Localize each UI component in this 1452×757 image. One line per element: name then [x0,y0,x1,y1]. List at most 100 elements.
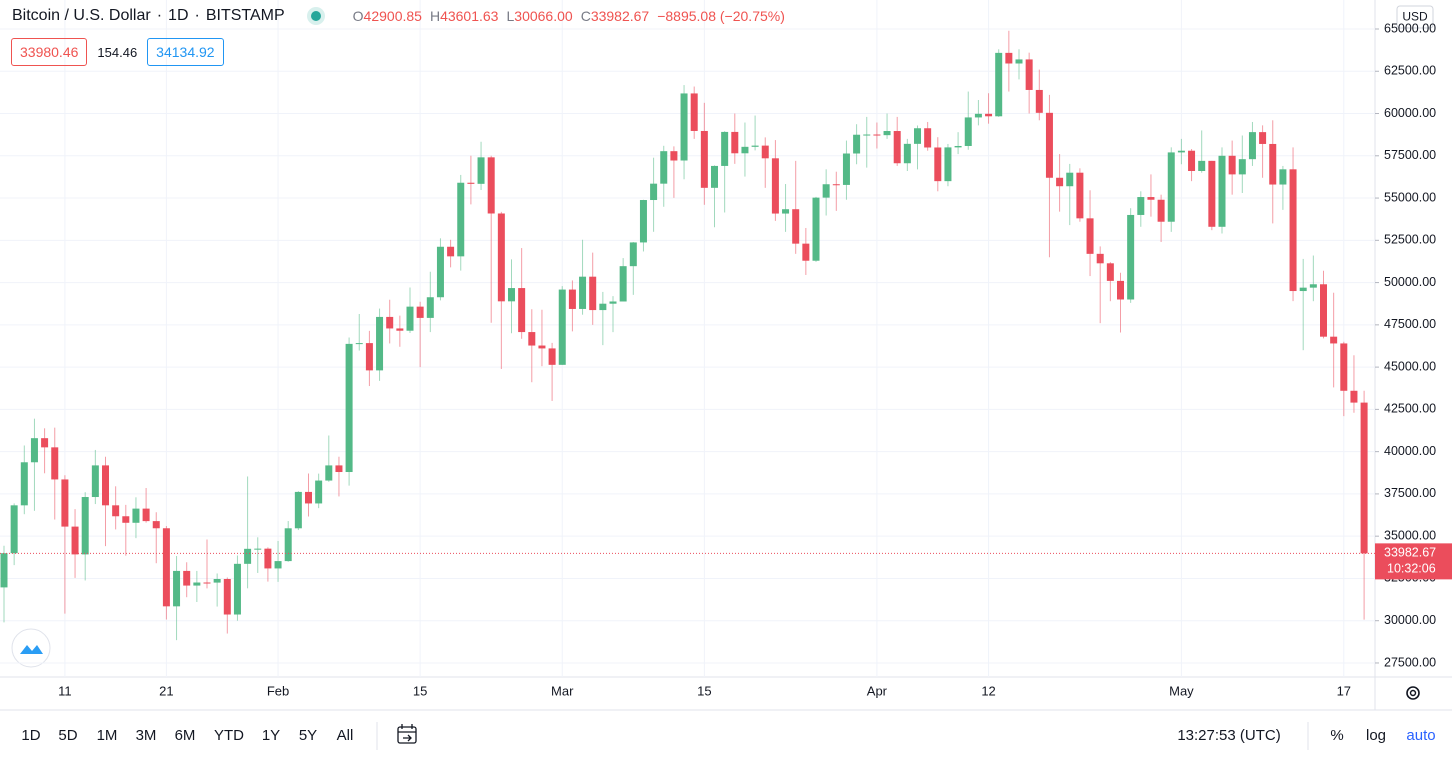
range-button[interactable]: 1M [97,727,118,744]
candle-body [1299,287,1307,292]
price-box[interactable]: 154.46 [97,44,138,60]
x-tick-label: Apr [867,683,888,698]
candle-body [639,200,647,243]
candle-body [284,528,292,562]
ohlc-label: O [352,8,364,24]
candle-body [700,130,708,188]
candle-body [893,131,901,164]
currency-box[interactable] [1396,5,1434,29]
candle-body [782,209,790,214]
candle-body [1025,59,1033,90]
candle-body [264,548,272,569]
candle-body [599,303,607,311]
range-button[interactable]: All [337,727,354,744]
y-tick-label: 60000.00 [1384,106,1436,120]
x-tick-label: Feb [267,683,289,698]
candle-body [568,289,576,309]
candle-body [467,182,475,184]
candle-body [751,145,759,147]
y-tick-label: 37500.00 [1384,486,1436,500]
candle-body [1086,218,1094,254]
candle-body [711,165,718,188]
interval: 1D [168,7,189,24]
candle-body [20,462,28,506]
logo[interactable] [11,628,51,668]
candle-body [579,276,587,309]
candle-body [142,508,150,522]
ohlc-label: L [506,8,515,24]
ohlc-value: 43601.63 [440,8,499,24]
candle-body [193,582,201,586]
range-button[interactable]: 6M [175,727,196,744]
ohlc-value: 33982.67 [590,8,650,24]
candle-body [71,526,79,555]
candle-body [924,128,932,148]
range-button[interactable]: 1D [21,727,40,744]
candle-body [487,157,495,214]
candle-body [690,93,698,131]
candle-body [1279,169,1287,185]
y-tick-label: 35000.00 [1384,528,1436,542]
clock[interactable]: 13:27:53 (UTC) [1177,727,1280,744]
candle-body [538,345,546,349]
candle-body [944,147,952,182]
candle-body [1320,284,1327,337]
price-box[interactable]: 34134.92 [147,38,224,66]
candle-body [416,306,424,318]
candle-body [1259,132,1267,144]
y-tick-label: 40000.00 [1384,444,1436,458]
scale-option[interactable]: % [1330,727,1343,744]
range-button[interactable]: 3M [136,727,157,744]
candle-body [477,157,485,184]
range-button[interactable]: 1Y [262,727,280,744]
symbol: Bitcoin / U.S. Dollar [12,7,151,24]
candle-body [883,131,891,136]
ohlc-value: 42900.85 [363,8,422,24]
x-tick-label: 17 [1337,683,1351,698]
candle-body [305,491,312,504]
candle-body [315,480,323,504]
scale-option[interactable]: auto [1406,727,1435,744]
candle-body [1035,89,1043,113]
candle-body [1005,52,1013,64]
x-tick-label: May [1169,683,1194,698]
candle-body [1309,284,1317,288]
candle-body [670,151,678,161]
y-tick-label: 47500.00 [1384,317,1436,331]
candle-body [1056,177,1064,187]
candle-body [122,516,130,523]
candle-body [365,343,373,371]
candle-body [660,151,668,184]
candle-body [457,182,465,257]
x-tick-label: Mar [551,683,574,698]
candle-body [1106,263,1114,281]
range-button[interactable]: 5D [58,727,77,744]
candle-body [518,288,526,333]
settings-icon[interactable] [1406,686,1420,700]
candle-body [863,134,871,136]
candle-body [162,528,170,607]
candle-body [112,505,120,517]
range-button[interactable]: YTD [214,727,244,744]
currency[interactable]: USD [1402,10,1428,24]
candle-body [426,297,434,318]
date-range-icon[interactable] [397,724,417,744]
candle-body [1238,159,1246,175]
ohlc-values: O 42900.85 H 43601.63 L 30066.00 C 33982.67 −889… [345,8,785,24]
price-box[interactable]: 33980.46 [11,38,88,66]
candle-body [0,553,8,588]
candle-body [873,134,881,136]
candle-body [335,465,343,473]
y-tick-label: 57500.00 [1384,148,1436,162]
scale-option[interactable]: log [1366,727,1386,744]
candle-body [213,578,221,583]
candle-body [447,246,455,257]
candle-body [629,242,637,267]
candle-body [1167,152,1175,222]
range-button[interactable]: 5Y [299,727,317,744]
candle-body [1350,390,1358,403]
y-tick-label: 27500.00 [1384,655,1436,669]
candle-body [934,147,942,182]
candle-body [10,505,18,554]
